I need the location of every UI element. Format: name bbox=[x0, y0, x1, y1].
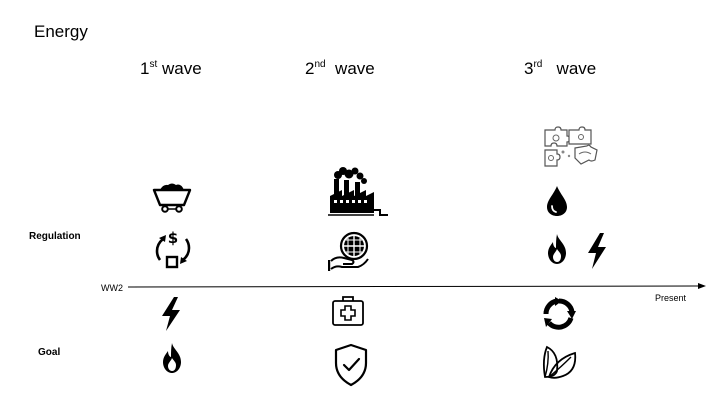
lightning-icon bbox=[585, 233, 609, 269]
regulation-label: Regulation bbox=[29, 231, 81, 242]
recycle-icon bbox=[541, 297, 577, 331]
timeline-arrow bbox=[128, 283, 706, 289]
wave-1-header: 1st wave bbox=[140, 59, 202, 78]
puzzle-icon bbox=[541, 126, 599, 170]
coal-cart-icon bbox=[151, 180, 193, 214]
money-cycle-icon: $ bbox=[154, 229, 192, 271]
flame-icon bbox=[545, 234, 569, 264]
diagram-title: Energy bbox=[34, 22, 88, 41]
globe-hand-icon bbox=[328, 229, 372, 273]
first-aid-kit-icon bbox=[331, 294, 365, 328]
flame-icon bbox=[160, 343, 184, 373]
wave-2-header: 2nd wave bbox=[305, 59, 375, 78]
factory-icon bbox=[328, 166, 390, 218]
oil-drop-icon bbox=[545, 185, 569, 217]
shield-check-icon bbox=[333, 343, 369, 387]
timeline-end-label: Present bbox=[655, 293, 687, 303]
timeline-start-label: WW2 bbox=[101, 283, 123, 293]
goal-label: Goal bbox=[38, 347, 61, 358]
svg-text:$: $ bbox=[168, 229, 178, 247]
lightning-icon bbox=[159, 297, 183, 331]
wave-3-header: 3rd wave bbox=[524, 59, 597, 78]
leaves-icon bbox=[541, 343, 579, 379]
